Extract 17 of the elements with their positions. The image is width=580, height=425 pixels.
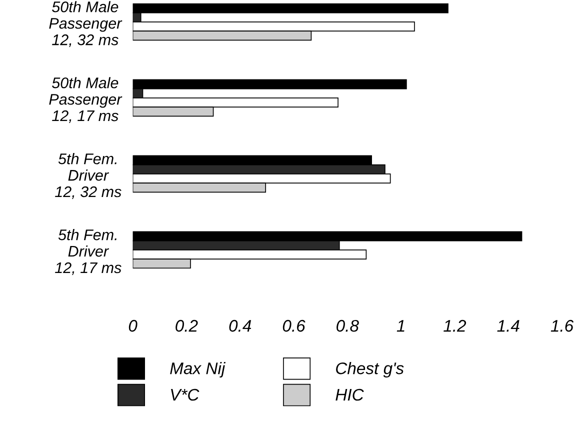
legend-label: V*C (171, 388, 200, 401)
legend-label: HIC (336, 388, 364, 401)
x-tick-label: 0.6 (282, 320, 306, 332)
y-tick-label: 50th Male Passenger 12, 17 ms (49, 77, 122, 123)
legend-label: Chest g's (336, 362, 404, 378)
x-tick-label: 0.4 (229, 320, 252, 332)
x-tick-label: 0.8 (336, 320, 359, 332)
x-tick-label: 0.2 (176, 320, 198, 332)
x-tick-label: 0 (128, 320, 138, 332)
x-tick-label: 1.2 (444, 320, 466, 332)
y-tick-label: 5th Fem. Driver 12, 17 ms (55, 229, 122, 275)
x-tick-label: 1.6 (550, 320, 574, 332)
x-tick-label: 1.4 (497, 320, 520, 332)
x-tick-label: 1 (396, 320, 404, 332)
legend-label: Max Nij (170, 362, 226, 378)
y-tick-label: 50th Male Passenger 12, 32 ms (49, 1, 122, 48)
y-tick-label: 5th Fem. Driver 12, 32 ms (55, 153, 122, 199)
